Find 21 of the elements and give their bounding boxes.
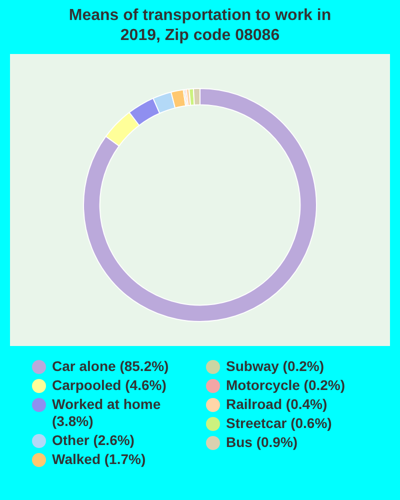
data-label: (0.9%) xyxy=(256,434,298,450)
legend-label: Railroad xyxy=(226,396,282,412)
data-label: (1.7%) xyxy=(104,451,146,467)
legend-label: Walked xyxy=(52,451,100,467)
data-label: (2.6%) xyxy=(93,432,134,448)
legend-label: Motorcycle xyxy=(226,377,300,393)
legend-label: Worked at home xyxy=(52,396,161,412)
legend-label: Bus xyxy=(226,434,252,450)
data-label: (0.2%) xyxy=(304,377,346,393)
data-label: (0.6%) xyxy=(290,415,332,431)
data-label: (0.4%) xyxy=(286,396,328,412)
data-label: (3.8%) xyxy=(52,413,94,429)
legend-label: Streetcar xyxy=(226,415,287,431)
legend-label: Other xyxy=(52,432,90,448)
legend-label: Subway xyxy=(226,358,279,374)
legend-label: Car alone xyxy=(52,358,116,374)
chart-title: Means of transportation to work in 2019, Zip code 08086 xyxy=(68,6,332,46)
data-label: (85.2%) xyxy=(120,358,169,374)
data-label: (4.6%) xyxy=(125,377,166,393)
legend-label: Carpooled xyxy=(52,377,122,393)
data-label: (0.2%) xyxy=(282,358,324,374)
